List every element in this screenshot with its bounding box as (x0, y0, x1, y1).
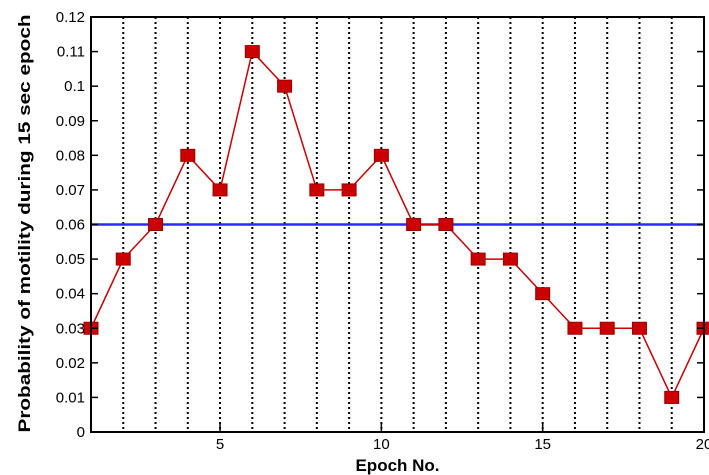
data-point-6 (244, 45, 260, 59)
y-tick-label: 0.12 (56, 9, 85, 26)
y-tick-label: 0.04 (56, 286, 85, 303)
y-tick-label: 0.08 (56, 147, 85, 164)
data-point-8 (309, 183, 325, 197)
series-markers (83, 45, 709, 404)
y-axis-ticks: 0 0.01 0.02 0.03 0.04 0.05 0.06 0.07 0.08 0.09 0.1… (56, 9, 704, 441)
data-point-16 (567, 321, 583, 335)
x-axis-label: Epoch No. (355, 456, 439, 475)
data-point-2 (115, 252, 131, 266)
data-point-11 (406, 218, 422, 231)
y-tick-label: 0.01 (56, 389, 85, 406)
vertical-gridlines (122, 17, 673, 432)
y-tick-label: 0 (77, 424, 85, 441)
y-axis-label: Probability of motility during 15 sec ep… (15, 14, 34, 432)
data-point-13 (470, 252, 486, 266)
data-point-19 (664, 390, 680, 404)
data-point-18 (631, 321, 647, 335)
data-point-9 (341, 183, 357, 197)
x-tick-label: 10 (373, 436, 390, 453)
y-tick-label: 0.06 (56, 217, 85, 234)
data-point-7 (277, 79, 293, 93)
data-point-10 (373, 148, 389, 162)
data-point-15 (535, 287, 551, 301)
data-point-5 (212, 183, 228, 197)
data-point-17 (599, 321, 615, 335)
x-tick-label: 5 (216, 436, 224, 453)
y-tick-label: 0.05 (56, 251, 85, 268)
x-tick-label: 15 (534, 436, 551, 453)
x-axis-ticks: 5 10 15 20 (216, 424, 709, 453)
y-tick-label: 0.09 (56, 113, 85, 130)
data-point-3 (148, 218, 164, 231)
data-point-14 (502, 252, 518, 266)
y-tick-label: 0.03 (56, 320, 85, 337)
data-point-12 (438, 218, 454, 231)
y-tick-label: 0.11 (57, 44, 85, 61)
y-tick-label: 0.1 (64, 78, 85, 95)
x-tick-label: 20 (696, 436, 709, 453)
y-tick-label: 0.02 (56, 355, 85, 372)
data-point-4 (180, 148, 196, 162)
y-tick-label: 0.07 (56, 182, 85, 199)
